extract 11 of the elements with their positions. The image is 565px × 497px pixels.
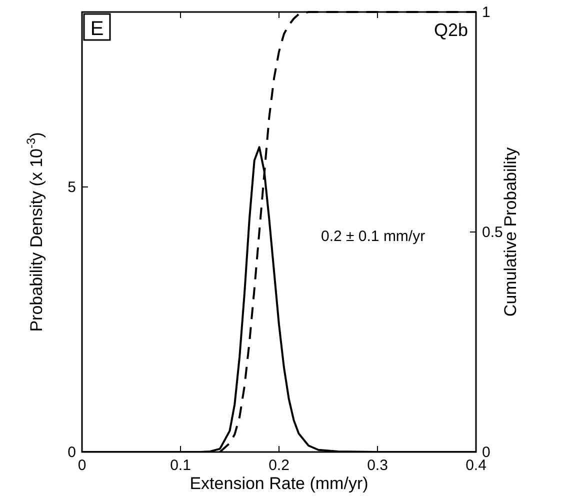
y-tick-label: 5: [68, 178, 76, 196]
y2-axis-title: Cumulative Probability: [501, 146, 520, 317]
annotation: Q2b: [434, 20, 468, 40]
x-tick-label: 0.2: [268, 457, 290, 474]
x-tick-label: 0.1: [170, 457, 191, 474]
y2-tick-label: 0.5: [482, 224, 503, 241]
x-axis-title: Extension Rate (mm/yr): [190, 474, 368, 493]
y2-tick-label: 1: [482, 4, 490, 21]
x-tick-label: 0.3: [367, 457, 388, 474]
annotation: 0.2 ± 0.1 mm/yr: [321, 228, 426, 245]
annotation: E: [90, 18, 104, 40]
